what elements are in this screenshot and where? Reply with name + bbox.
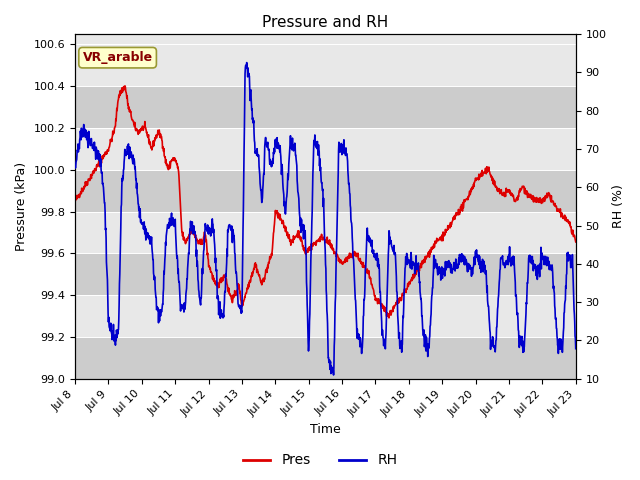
Bar	[75, 44, 576, 86]
Bar	[75, 170, 576, 212]
Pres	[110, 129, 118, 135]
RH	[284, 171, 292, 177]
Title: Pressure and RH: Pressure and RH	[262, 15, 388, 30]
RH	[330, 372, 337, 378]
Bar	[75, 128, 576, 170]
Pres	[284, 231, 292, 237]
Bar	[75, 253, 576, 295]
Pres	[71, 197, 79, 203]
RH	[71, 162, 79, 168]
RH	[356, 340, 364, 346]
Pres	[294, 235, 302, 240]
Bar	[75, 295, 576, 337]
Line: RH: RH	[75, 62, 576, 375]
Bar	[75, 86, 576, 128]
Pres	[385, 315, 393, 321]
Bar	[75, 212, 576, 253]
Pres	[131, 123, 138, 129]
Pres	[122, 83, 129, 89]
Text: VR_arable: VR_arable	[83, 51, 153, 64]
X-axis label: Time: Time	[310, 423, 340, 436]
RH	[110, 334, 118, 339]
Legend: Pres, RH: Pres, RH	[237, 448, 403, 473]
RH	[572, 346, 580, 351]
Y-axis label: RH (%): RH (%)	[612, 184, 625, 228]
Pres	[303, 249, 311, 254]
Line: Pres: Pres	[75, 86, 576, 318]
Bar	[75, 337, 576, 379]
Pres	[572, 239, 580, 245]
RH	[243, 60, 250, 65]
Y-axis label: Pressure (kPa): Pressure (kPa)	[15, 162, 28, 251]
RH	[303, 302, 311, 308]
Pres	[356, 256, 364, 262]
RH	[294, 190, 302, 196]
RH	[131, 156, 138, 162]
